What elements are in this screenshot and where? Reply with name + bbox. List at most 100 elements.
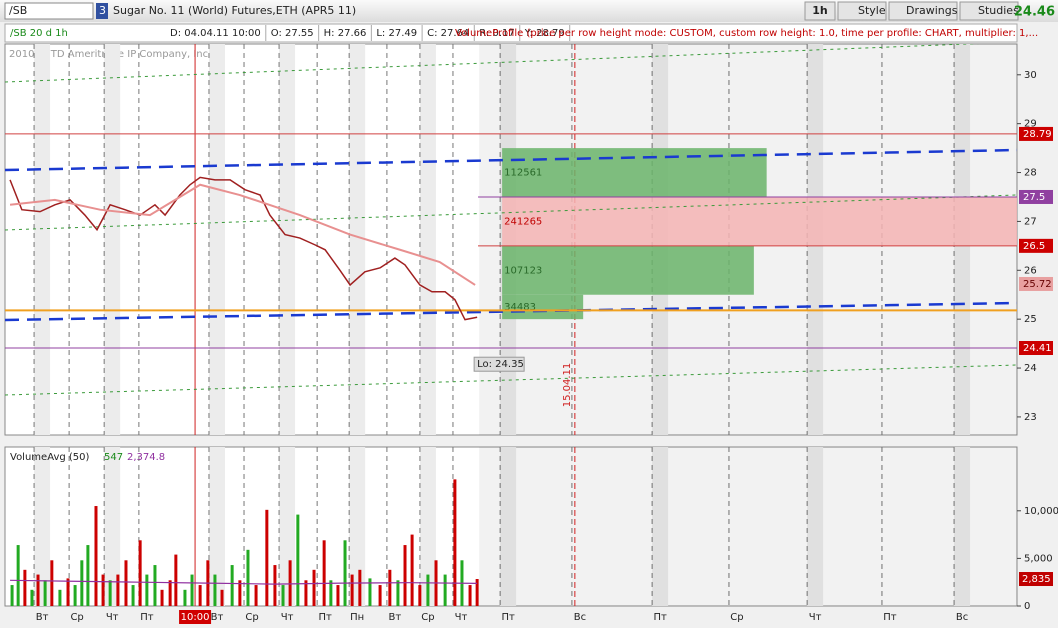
channel-line [5,194,1017,231]
volume-bar [358,569,362,606]
volume-bar [322,540,326,606]
volume-bar [58,589,62,606]
link-box[interactable] [96,3,108,19]
volume-bar [174,554,178,606]
volume-bar [86,545,90,606]
volume-bar [238,580,242,606]
price-label: 28.79 [1023,129,1052,140]
style-button[interactable] [837,1,887,21]
timeframe-button[interactable] [804,1,836,21]
volume-bar [23,569,27,606]
volume-bar [43,580,47,606]
volume-bar [336,585,340,606]
toolbar [0,0,1058,22]
volume-bar [288,560,292,606]
y-tick-label: 10,000 [1024,506,1058,517]
trendline [5,301,1017,322]
x-tick-label: Пт [140,612,154,623]
volume-bar [116,574,120,606]
price-label-bg [1019,189,1053,204]
future-area [479,447,1017,606]
info-field: Y: 28.79 [524,28,565,39]
price-line [9,176,478,321]
x-tick-label: Чт [809,612,822,623]
volume-bar [190,574,194,606]
volume-bar [145,574,149,606]
x-tick-label: Пт [883,612,897,623]
symbol-box[interactable] [4,2,94,20]
y-tick-label: 29 [1024,119,1037,130]
price-label: 27.5 [1023,192,1045,203]
day-band [954,447,971,606]
day-band [419,447,436,606]
price-label-bg [1019,276,1053,291]
y-tick-label: 24 [1024,363,1037,374]
y-tick-label: 25 [1024,314,1037,325]
volume-bar [378,585,382,606]
x-tick-label: Вт [211,612,224,623]
volume-title: VolumeAvg (50) [10,452,90,463]
volume-bar [138,540,142,606]
info-field: O: 27.55 [271,28,314,39]
trendline [5,148,1017,172]
volume-bar [329,580,333,606]
volume-bar [343,540,347,606]
day-band [104,44,121,435]
volume-bar [453,479,457,606]
studies-button[interactable] [959,1,1019,21]
price-label-bg [1019,126,1053,141]
button-label: Studies [978,4,1019,17]
y-tick-label: 23 [1024,412,1037,423]
volume-bar [304,580,308,606]
profile-label: 241265 [504,216,542,227]
volume-bar [101,574,105,606]
symbol: /SB [9,4,27,17]
volume-bar [80,560,84,606]
volume-bar [468,585,472,606]
volume-bar [312,569,316,606]
volume-bar [410,534,414,606]
volume-bar [443,574,447,606]
x-tick-label: Вс [956,612,968,623]
info-field: R: 0.17 [479,28,514,39]
volume-bar [265,509,269,606]
average-line [10,579,478,585]
volume-bar [50,560,54,606]
volume-bar [418,585,422,606]
annotation: Lo: 24.35 [477,359,524,370]
profile-row [502,294,584,320]
x-tick-label: Чт [281,612,294,623]
day-band [34,447,51,606]
y-tick-label: 27 [1024,216,1037,227]
volume-bar [16,545,20,606]
price-label: 24.41 [1023,343,1052,354]
channel-line [5,44,980,83]
volume-bar [230,565,234,606]
drawings-button[interactable] [888,1,958,21]
timeframe: 1h [812,4,828,17]
x-tick-label: Ср [245,612,258,623]
day-band [349,44,366,435]
day-band [279,44,296,435]
day-band [104,447,121,606]
day-band [652,447,669,606]
price-line [9,183,476,286]
volume-bar [124,560,128,606]
x-tick-label: Пт [653,612,667,623]
marker-label-bg [179,610,212,624]
volume-bar [168,580,172,606]
day-band [208,44,225,435]
day-band [34,44,51,435]
day-band [279,447,296,606]
info-field: L: 27.49 [376,28,417,39]
volume-bar [10,585,14,606]
volume-bar [426,574,430,606]
profile-label: 107123 [504,265,542,276]
volume-bar [183,589,187,606]
info-field: D: 04.04.11 10:00 [170,28,261,39]
volume-bar [246,549,250,606]
volume-bar [273,565,277,606]
last-price: 24.46 [1014,5,1055,20]
x-tick-label: Пт [318,612,332,623]
volume-bar [73,585,77,606]
